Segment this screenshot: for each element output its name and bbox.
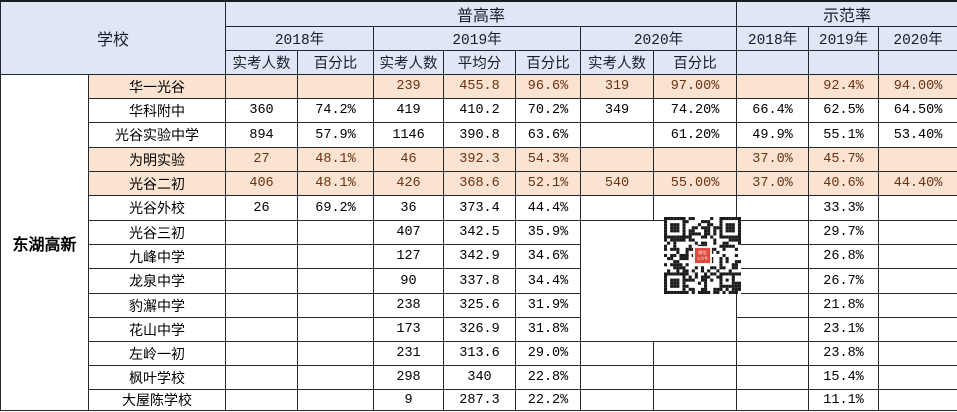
- svg-text:公众号: 公众号: [697, 256, 708, 261]
- svg-text:微信: 微信: [698, 249, 706, 256]
